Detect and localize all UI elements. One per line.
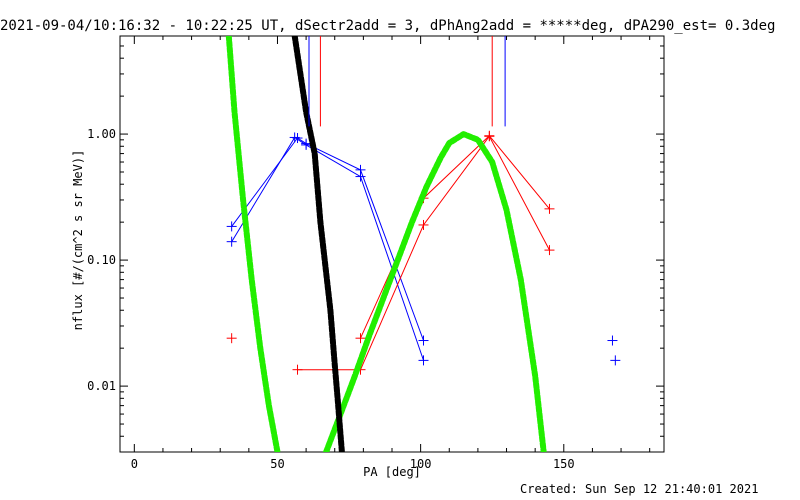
model-curve xyxy=(323,131,547,452)
y-axis-label: nflux [#/(cm^2 s sr MeV)] xyxy=(71,150,85,331)
model-curve xyxy=(291,36,345,452)
chart-title: 2021-09-04/10:16:32 - 10:22:25 UT, dSect… xyxy=(0,18,776,34)
series-group xyxy=(225,36,621,452)
y-tick-label: 0.10 xyxy=(87,253,116,267)
model-curve xyxy=(225,36,281,452)
x-tick-label: 0 xyxy=(131,457,138,471)
x-tick-label: 100 xyxy=(410,457,432,471)
x-axis-label: PA [deg] xyxy=(363,465,421,479)
y-tick-label: 0.01 xyxy=(87,379,116,393)
data-marks xyxy=(225,36,621,452)
y-tick-label: 1.00 xyxy=(87,127,116,141)
series-line xyxy=(360,134,550,339)
created-timestamp: Created: Sun Sep 12 21:40:01 2021 xyxy=(520,482,759,496)
axes: 0 50 100 150 0.01 0.10 1.00 xyxy=(87,35,665,471)
plot-frame xyxy=(119,35,665,453)
x-tick-label: 50 xyxy=(270,457,284,471)
x-tick-label: 150 xyxy=(553,457,575,471)
